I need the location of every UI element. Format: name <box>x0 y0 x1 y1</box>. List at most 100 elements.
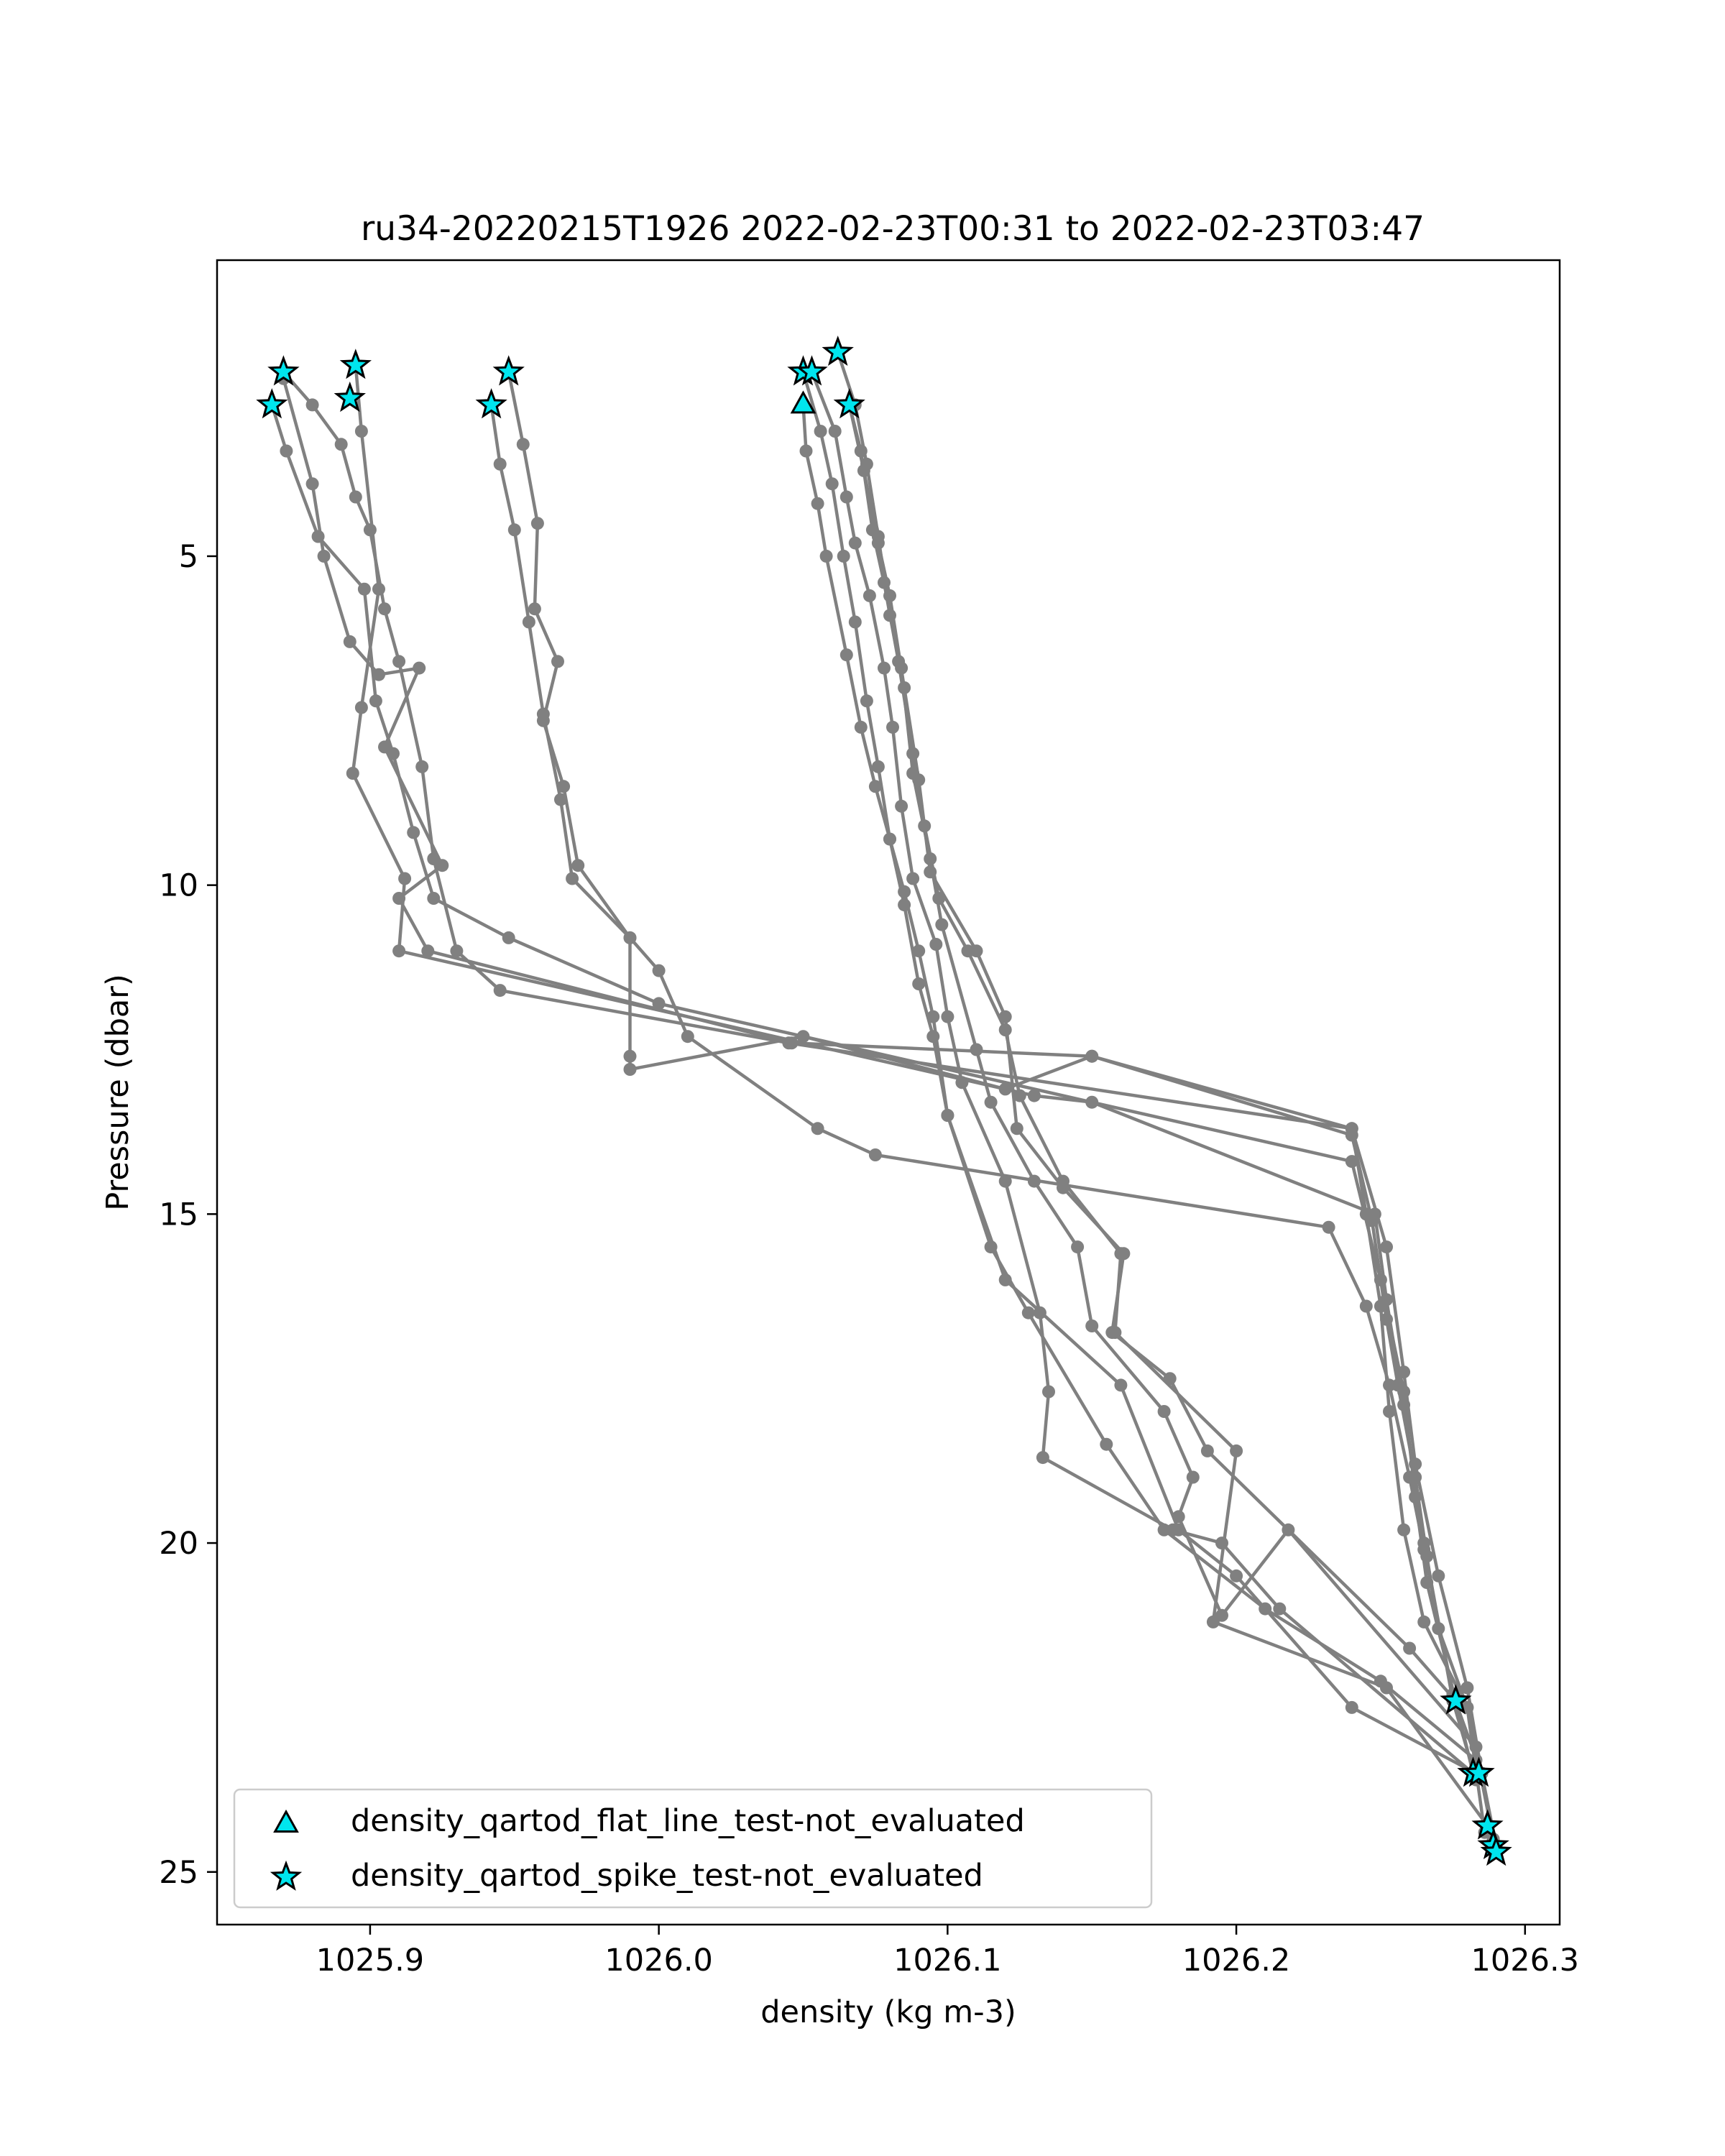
data-point <box>346 767 359 780</box>
data-point <box>926 1010 940 1023</box>
data-point <box>1380 1240 1393 1254</box>
data-point <box>1273 1602 1287 1616</box>
data-point <box>1397 1523 1411 1537</box>
data-point <box>998 1010 1012 1023</box>
data-point <box>1460 1681 1474 1695</box>
data-point <box>929 938 943 951</box>
data-point <box>378 602 391 616</box>
data-point <box>415 760 429 773</box>
profile-line <box>801 405 1477 1775</box>
data-point <box>334 438 348 451</box>
data-point <box>1021 1306 1035 1319</box>
data-point <box>1172 1510 1185 1524</box>
data-point <box>860 694 873 708</box>
data-point <box>912 773 926 787</box>
y-tick-label: 10 <box>159 868 198 904</box>
data-point <box>557 780 571 793</box>
spike-flag-marker <box>267 355 300 386</box>
data-point <box>1469 1740 1483 1754</box>
profile-series-8 <box>796 365 1483 1767</box>
x-tick-label: 1026.3 <box>1471 1943 1579 1978</box>
chart-title: ru34-20220215T1926 2022-02-23T00:31 to 2… <box>361 209 1425 249</box>
data-point <box>378 740 391 754</box>
data-point <box>530 517 544 530</box>
data-point <box>1057 1181 1070 1194</box>
data-point <box>1259 1602 1272 1616</box>
data-point <box>1036 1451 1049 1465</box>
data-point <box>1359 1207 1373 1221</box>
data-point <box>1200 1444 1214 1457</box>
data-point <box>502 931 515 944</box>
y-axis: 5 10 15 20 25 <box>159 539 217 1891</box>
data-point <box>1100 1437 1113 1451</box>
data-point <box>1345 1155 1358 1169</box>
data-point <box>363 523 377 537</box>
legend: density_qartod_flat_line_test-not_evalua… <box>233 1788 1153 1909</box>
data-point <box>1114 1378 1128 1392</box>
data-point <box>970 1043 983 1056</box>
legend-label-spike: density_qartod_spike_test-not_evaluated <box>351 1858 983 1894</box>
legend-box <box>233 1788 1153 1909</box>
data-point <box>522 615 535 629</box>
data-point <box>369 694 382 708</box>
data-point <box>840 490 853 504</box>
data-point <box>1417 1543 1431 1557</box>
spike-flag-marker <box>1471 1809 1504 1840</box>
legend-star-marker <box>270 1860 303 1891</box>
data-point <box>1027 1174 1041 1188</box>
data-point <box>1403 1641 1417 1655</box>
y-tick-label: 5 <box>179 539 198 575</box>
x-axis: 1025.9 1026.0 1026.1 1026.2 1026.3 <box>316 1925 1579 1978</box>
data-point <box>848 536 862 550</box>
star-icon <box>270 1860 303 1891</box>
data-point <box>848 615 862 629</box>
y-tick-label: 20 <box>159 1526 198 1562</box>
data-point <box>955 1076 969 1089</box>
data-point <box>906 872 920 885</box>
data-point <box>280 444 293 458</box>
data-point <box>398 872 412 885</box>
data-point <box>450 944 464 958</box>
data-point <box>825 477 839 491</box>
data-point <box>305 398 319 412</box>
data-point <box>516 438 530 451</box>
data-point <box>871 536 885 550</box>
plot-area <box>256 335 1512 1866</box>
plot-frame <box>216 259 1561 1926</box>
data-point <box>1383 1378 1396 1392</box>
y-tick-label: 15 <box>159 1197 198 1233</box>
data-point <box>357 582 371 596</box>
data-point <box>878 661 891 675</box>
data-point <box>912 944 926 958</box>
data-point <box>1383 1405 1396 1418</box>
data-point <box>1374 1299 1387 1313</box>
data-point <box>392 655 406 668</box>
data-point <box>372 582 385 596</box>
data-point <box>413 661 426 675</box>
data-point <box>1033 1306 1046 1319</box>
profile-line <box>847 404 1458 1703</box>
spike-flag-marker <box>256 388 288 419</box>
data-point <box>1380 1681 1393 1695</box>
data-point <box>554 793 567 806</box>
data-point <box>1432 1569 1445 1583</box>
data-point <box>819 549 833 563</box>
y-tick-label: 25 <box>159 1855 198 1891</box>
spike-flag-marker <box>833 388 865 419</box>
x-axis-label: density (kg m-3) <box>760 1994 1016 2030</box>
data-point <box>1186 1470 1200 1484</box>
data-point <box>1042 1385 1055 1399</box>
data-point <box>912 977 926 990</box>
data-point <box>1013 1089 1026 1102</box>
spike-flag-marker <box>1440 1684 1472 1715</box>
profile-line <box>507 372 1498 1846</box>
data-point <box>1230 1569 1243 1583</box>
data-point <box>1085 1049 1099 1063</box>
data-point <box>1071 1240 1085 1254</box>
data-point <box>493 984 507 998</box>
data-point <box>854 720 868 734</box>
data-point <box>1027 1089 1041 1102</box>
y-axis-label: Pressure (dbar) <box>100 974 136 1210</box>
data-point <box>317 549 331 563</box>
